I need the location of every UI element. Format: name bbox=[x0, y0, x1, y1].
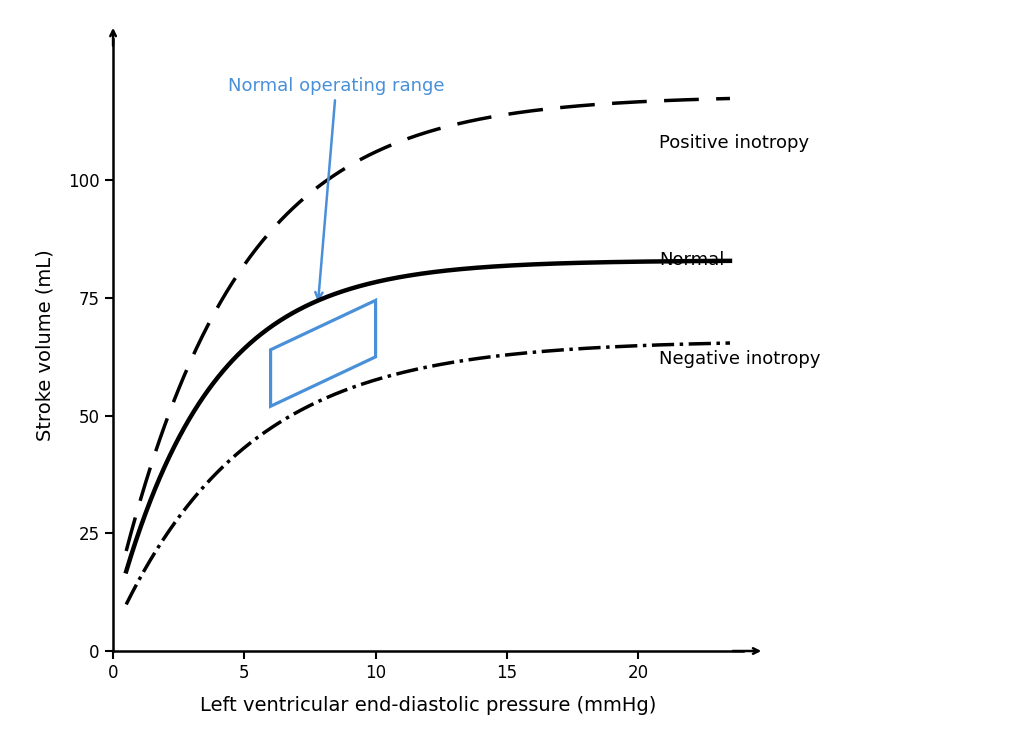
Text: Negative inotropy: Negative inotropy bbox=[659, 350, 821, 368]
Text: Positive inotropy: Positive inotropy bbox=[659, 133, 809, 152]
Text: Normal: Normal bbox=[659, 251, 725, 270]
Text: Normal operating range: Normal operating range bbox=[228, 77, 445, 299]
Y-axis label: Stroke volume (mL): Stroke volume (mL) bbox=[36, 249, 54, 441]
X-axis label: Left ventricular end-diastolic pressure (mmHg): Left ventricular end-diastolic pressure … bbox=[200, 696, 657, 715]
